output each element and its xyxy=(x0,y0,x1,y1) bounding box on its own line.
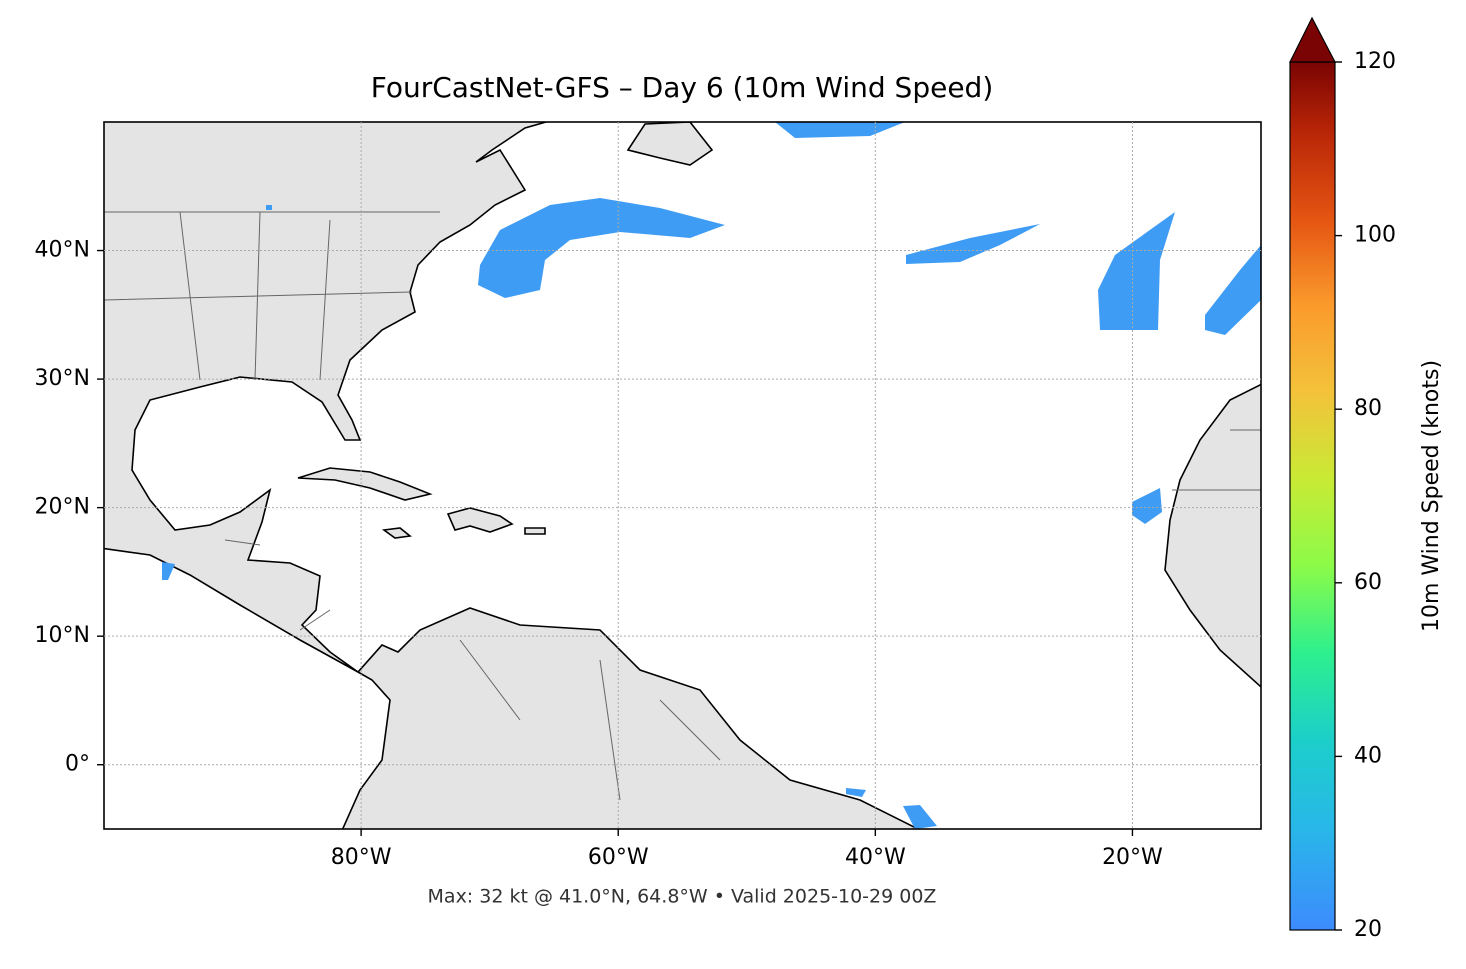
newfoundland xyxy=(626,122,714,166)
colorbar-tick-label: 120 xyxy=(1354,49,1396,74)
colorbar-tick-label: 20 xyxy=(1354,917,1382,942)
colorbar-tick-label: 40 xyxy=(1354,743,1382,768)
footer-note: Max: 32 kt @ 41.0°N, 64.8°W • Valid 2025… xyxy=(428,886,937,908)
y-tick-label: 40°N xyxy=(35,238,90,263)
x-tick-label: 40°W xyxy=(845,845,906,870)
y-tick-label: 30°N xyxy=(35,366,90,391)
puerto-rico xyxy=(524,527,546,535)
y-tick-label: 0° xyxy=(65,752,90,777)
chart-title: FourCastNet-GFS – Day 6 (10m Wind Speed) xyxy=(371,71,994,104)
cuba xyxy=(297,467,433,501)
wind-swath xyxy=(1098,212,1175,330)
colorbar-extend xyxy=(1289,16,1336,63)
y-tick-label: 20°N xyxy=(35,495,90,520)
wind-swath xyxy=(906,224,1040,264)
africa xyxy=(1164,383,1261,688)
colorbar-label: 10m Wind Speed (knots) xyxy=(1419,360,1444,632)
wind-swath xyxy=(1132,488,1162,524)
y-tick-label: 10°N xyxy=(35,623,90,648)
colorbar-tick-label: 60 xyxy=(1354,570,1382,595)
wind-swath xyxy=(1205,245,1261,335)
x-tick-label: 80°W xyxy=(331,845,392,870)
wind-swath xyxy=(478,198,725,298)
jamaica xyxy=(381,527,412,539)
borders xyxy=(104,211,1261,801)
x-tick-label: 20°W xyxy=(1102,845,1163,870)
colorbar-tick-label: 80 xyxy=(1354,396,1382,421)
map-layer xyxy=(104,122,1261,829)
wind-swath xyxy=(775,122,905,138)
colorbar-tick-label: 100 xyxy=(1354,223,1396,248)
x-tick-label: 60°W xyxy=(588,845,649,870)
americas xyxy=(104,122,920,829)
map-frame xyxy=(103,121,1262,830)
colorbar xyxy=(1289,61,1336,931)
hispaniola xyxy=(446,507,514,533)
